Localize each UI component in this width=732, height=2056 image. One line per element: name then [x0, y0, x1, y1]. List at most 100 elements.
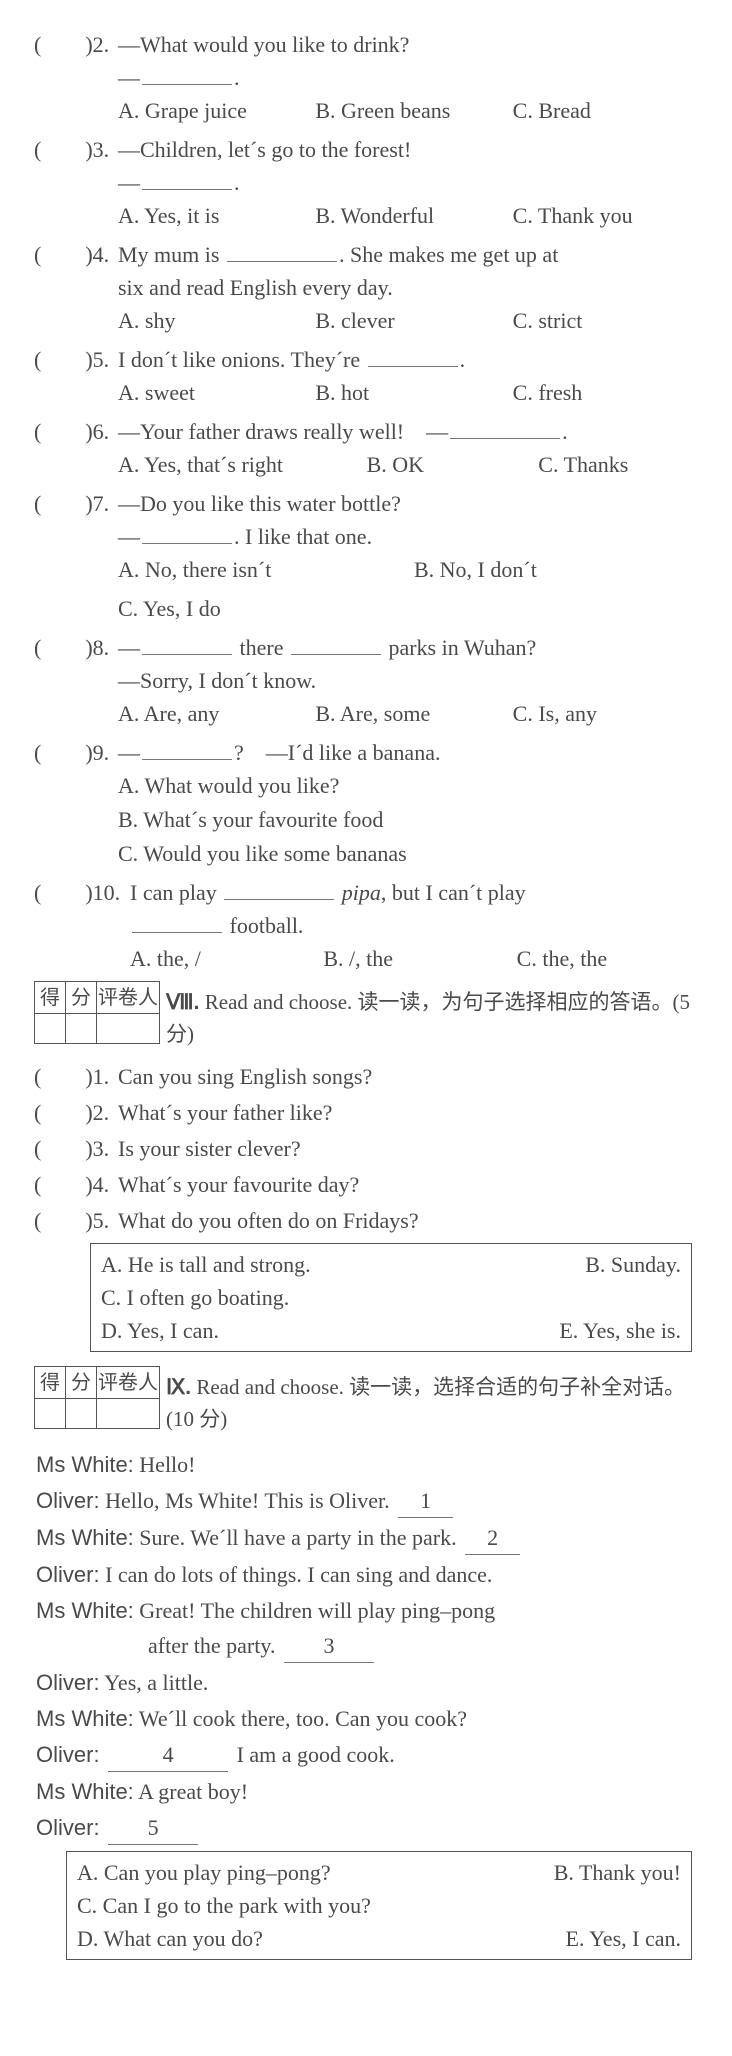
- s8-q5: ( )5. What do you often do on Fridays?: [34, 1204, 692, 1237]
- box9-a[interactable]: A. Can you play ping–pong?: [77, 1856, 331, 1889]
- question-2: ( )2. —What would you like to drink? —. …: [34, 28, 692, 127]
- dblank-2[interactable]: 2: [465, 1522, 520, 1555]
- score-table-8: 得 分 评卷人: [34, 981, 160, 1044]
- question-4: ( )4. My mum is . She makes me get up at…: [34, 238, 692, 337]
- q10-opt-a[interactable]: A. the, /: [130, 942, 305, 975]
- dblank-1[interactable]: 1: [398, 1485, 453, 1518]
- q10-opt-b[interactable]: B. /, the: [323, 942, 498, 975]
- dl6: Yes, a little.: [100, 1670, 209, 1695]
- q9-blank[interactable]: [142, 737, 232, 760]
- q5-opt-c[interactable]: C. fresh: [513, 376, 692, 409]
- dl9: A great boy!: [134, 1779, 248, 1804]
- q8-post: parks in Wuhan?: [383, 635, 536, 660]
- q2-opt-b[interactable]: B. Green beans: [315, 94, 494, 127]
- sec8-cn: 读一读，为句子选择相应的答语。: [358, 990, 673, 1014]
- s8-paren-4[interactable]: ( )4.: [34, 1168, 118, 1201]
- q7-options-row2: C. Yes, I do: [34, 592, 692, 625]
- q8-opt-a[interactable]: A. Are, any: [118, 697, 297, 730]
- q9-opt-a[interactable]: A. What would you like?: [118, 769, 692, 802]
- box8-d[interactable]: D. Yes, I can.: [101, 1314, 219, 1347]
- q8-opt-c[interactable]: C. Is, any: [513, 697, 692, 730]
- paren-3[interactable]: ( )3.: [34, 133, 118, 166]
- q3-blank[interactable]: [142, 167, 232, 190]
- paren-9[interactable]: ( )9.: [34, 736, 118, 769]
- box8-b[interactable]: B. Sunday.: [585, 1248, 681, 1281]
- score9-cell-3[interactable]: [97, 1399, 160, 1429]
- q5-opt-b[interactable]: B. hot: [315, 376, 494, 409]
- q8-line2: —Sorry, I don´t know.: [118, 668, 316, 693]
- q5-opt-a[interactable]: A. sweet: [118, 376, 297, 409]
- q2-line2-post: .: [234, 65, 240, 90]
- q5-blank[interactable]: [368, 344, 458, 367]
- paren-8[interactable]: ( )8.: [34, 631, 118, 664]
- q9-opt-b[interactable]: B. What´s your favourite food: [118, 803, 692, 836]
- box8-a[interactable]: A. He is tall and strong.: [101, 1248, 311, 1281]
- dblank-3[interactable]: 3: [284, 1630, 374, 1663]
- s8-paren-3[interactable]: ( )3.: [34, 1132, 118, 1165]
- paren-2[interactable]: ( )2.: [34, 28, 118, 61]
- q8-opt-b[interactable]: B. Are, some: [315, 697, 494, 730]
- q6-opt-c[interactable]: C. Thanks: [538, 448, 692, 481]
- q10-options: A. the, / B. /, the C. the, the: [34, 942, 692, 975]
- q2-blank[interactable]: [142, 62, 232, 85]
- s8-t5: What do you often do on Fridays?: [118, 1204, 692, 1237]
- score-cell-2[interactable]: [66, 1014, 97, 1044]
- q3-line1: —Children, let´s go to the forest!: [118, 133, 692, 166]
- s8-paren-2[interactable]: ( )2.: [34, 1096, 118, 1129]
- s8-paren-5[interactable]: ( )5.: [34, 1204, 118, 1237]
- q8-blank2[interactable]: [291, 632, 381, 655]
- q7-line2-post: . I like that one.: [234, 524, 372, 549]
- dl10a: [100, 1815, 106, 1840]
- q6-opt-a[interactable]: A. Yes, that´s right: [118, 448, 349, 481]
- q9-post: ? —I´d like a banana.: [234, 740, 440, 765]
- q4-opt-b[interactable]: B. clever: [315, 304, 494, 337]
- sec8-roman: Ⅷ.: [166, 991, 200, 1014]
- q6-blank[interactable]: [450, 416, 560, 439]
- dblank-4[interactable]: 4: [108, 1739, 228, 1772]
- box8-e[interactable]: E. Yes, she is.: [559, 1314, 681, 1347]
- q4-opt-a[interactable]: A. shy: [118, 304, 297, 337]
- score-cell-1[interactable]: [35, 1014, 66, 1044]
- paren-6[interactable]: ( )6.: [34, 415, 118, 448]
- paren-5[interactable]: ( )5.: [34, 343, 118, 376]
- q4-blank[interactable]: [227, 239, 337, 262]
- q3-opt-b[interactable]: B. Wonderful: [315, 199, 494, 232]
- q2-opt-a[interactable]: A. Grape juice: [118, 94, 297, 127]
- box9-b[interactable]: B. Thank you!: [554, 1856, 681, 1889]
- box9-e[interactable]: E. Yes, I can.: [566, 1922, 682, 1955]
- q7-options-row1: A. No, there isn´t B. No, I don´t: [34, 553, 692, 586]
- s8-paren-1[interactable]: ( )1.: [34, 1060, 118, 1093]
- q4-opt-c[interactable]: C. strict: [513, 304, 692, 337]
- paren-4[interactable]: ( )4.: [34, 238, 118, 271]
- spk-ol4: Oliver:: [36, 1742, 100, 1767]
- q3-opt-a[interactable]: A. Yes, it is: [118, 199, 297, 232]
- box8-c[interactable]: C. I often go boating.: [101, 1285, 289, 1310]
- box9-d[interactable]: D. What can you do?: [77, 1922, 263, 1955]
- q2-opt-c[interactable]: C. Bread: [513, 94, 692, 127]
- q3-opt-c[interactable]: C. Thank you: [513, 199, 692, 232]
- q7-opt-b[interactable]: B. No, I don´t: [414, 553, 692, 586]
- q7-opt-c[interactable]: C. Yes, I do: [118, 596, 221, 621]
- question-10: ( )10. I can play pipa, but I can´t play…: [34, 876, 692, 975]
- q10-blank2[interactable]: [132, 910, 222, 933]
- sec9-en: Read and choose.: [191, 1375, 349, 1399]
- dblank-5[interactable]: 5: [108, 1812, 198, 1845]
- q8-mid: there: [234, 635, 289, 660]
- q8-blank1[interactable]: [142, 632, 232, 655]
- q10-blank1[interactable]: [224, 877, 334, 900]
- q6-opt-b[interactable]: B. OK: [367, 448, 521, 481]
- box9-c[interactable]: C. Can I go to the park with you?: [77, 1893, 371, 1918]
- paren-10[interactable]: ( )10.: [34, 876, 130, 909]
- score9-cell-1[interactable]: [35, 1399, 66, 1429]
- q9-opt-c[interactable]: C. Would you like some bananas: [118, 837, 692, 870]
- s8-t1: Can you sing English songs?: [118, 1060, 692, 1093]
- q2-line1: —What would you like to drink?: [118, 28, 692, 61]
- s8-q2: ( )2. What´s your father like?: [34, 1096, 692, 1129]
- paren-7[interactable]: ( )7.: [34, 487, 118, 520]
- q7-blank[interactable]: [142, 521, 232, 544]
- score-cell-3[interactable]: [97, 1014, 160, 1044]
- answer-box-8: A. He is tall and strong. B. Sunday. C. …: [90, 1243, 692, 1352]
- q10-opt-c[interactable]: C. the, the: [517, 942, 692, 975]
- q7-opt-a[interactable]: A. No, there isn´t: [118, 553, 396, 586]
- score9-cell-2[interactable]: [66, 1399, 97, 1429]
